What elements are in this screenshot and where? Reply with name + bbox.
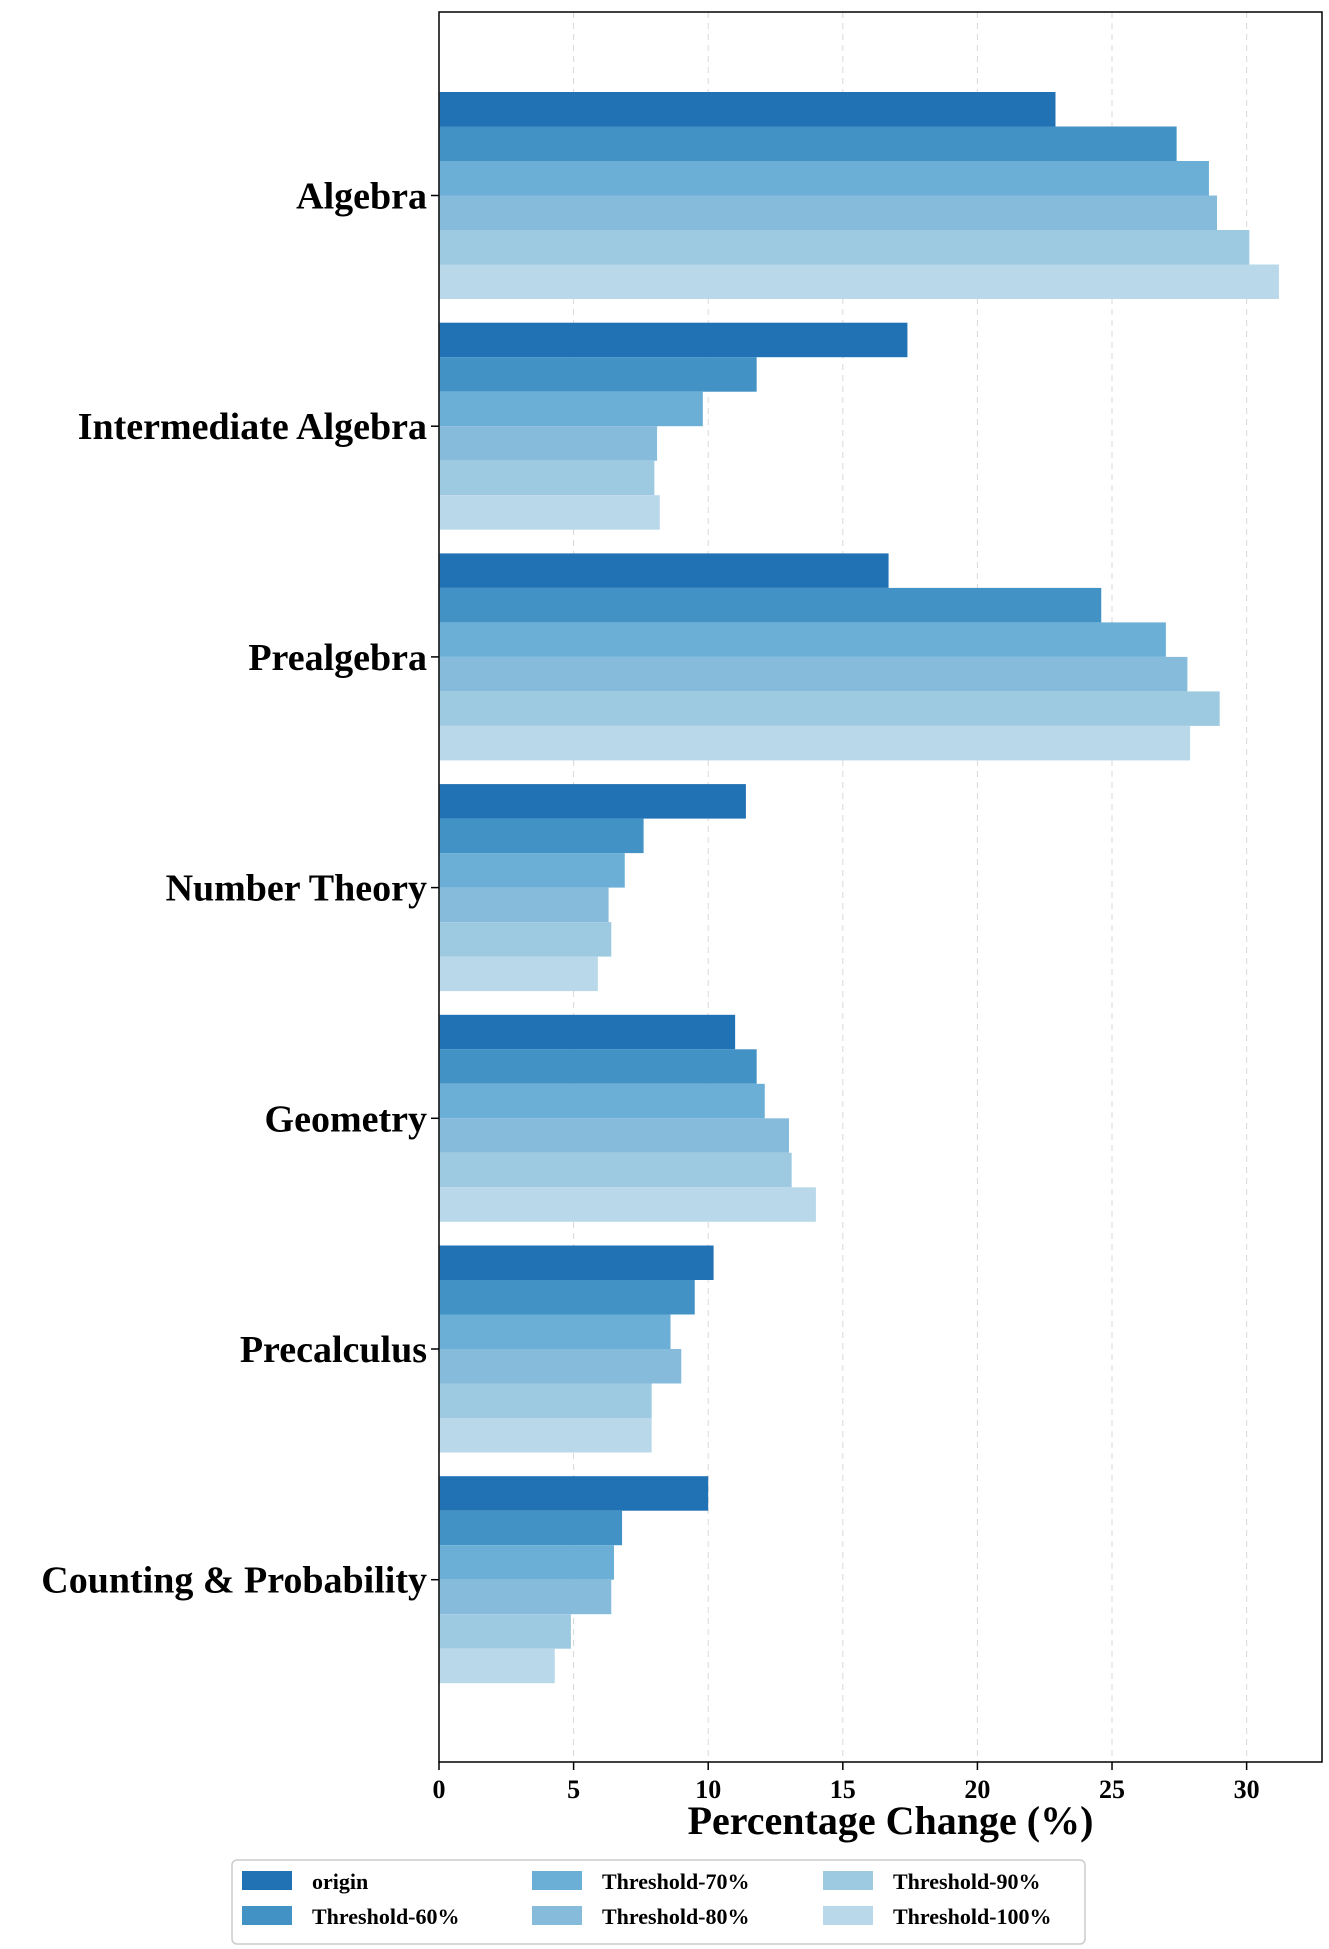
bar — [439, 656, 1188, 692]
bar — [439, 357, 757, 392]
bar — [439, 818, 644, 854]
bar — [439, 1280, 695, 1315]
bar — [439, 1383, 652, 1418]
x-axis-ticks: 0 5 10 15 20 25 30 — [433, 1762, 1260, 1804]
bar — [439, 1614, 571, 1649]
bar — [439, 1049, 757, 1084]
legend-label: Threshold-90% — [893, 1869, 1041, 1894]
bar — [439, 92, 1056, 127]
bar — [439, 1648, 555, 1684]
bar — [439, 956, 598, 992]
bar — [439, 1510, 623, 1546]
bar — [439, 1014, 736, 1050]
bar — [439, 426, 658, 461]
bar — [439, 622, 1166, 657]
bar — [439, 887, 609, 923]
legend-swatch — [242, 1871, 292, 1890]
x-tick-label: 20 — [964, 1775, 990, 1804]
legend-swatch — [242, 1906, 292, 1925]
bar — [439, 230, 1250, 265]
bar — [439, 1545, 614, 1580]
bar — [439, 126, 1177, 161]
x-tick-label: 30 — [1234, 1775, 1260, 1804]
bar — [439, 1418, 652, 1453]
legend-label: Threshold-80% — [602, 1904, 750, 1929]
bar — [439, 1245, 714, 1280]
category-label: Intermediate Algebra — [78, 406, 427, 448]
bar — [439, 922, 612, 957]
bar — [439, 1349, 682, 1384]
category-label: Precalculus — [240, 1329, 427, 1371]
category-label: Geometry — [265, 1098, 427, 1140]
x-tick-label: 5 — [567, 1775, 580, 1804]
bar — [439, 725, 1191, 761]
bar — [439, 495, 660, 530]
legend-label: origin — [312, 1869, 368, 1894]
x-tick-label: 25 — [1099, 1775, 1125, 1804]
bar — [439, 195, 1218, 230]
x-axis-title: Percentage Change (%) — [688, 1798, 1094, 1843]
bar — [439, 264, 1279, 299]
legend-label: Threshold-70% — [602, 1869, 750, 1894]
x-tick-label: 15 — [830, 1775, 856, 1804]
legend-swatch — [532, 1871, 582, 1890]
bar — [439, 784, 746, 819]
x-tick-label: 0 — [433, 1775, 446, 1804]
bar — [439, 391, 703, 427]
bar — [439, 161, 1209, 196]
bar — [439, 1314, 671, 1349]
bar — [439, 691, 1220, 726]
bar — [439, 1083, 765, 1119]
bar — [439, 1187, 816, 1222]
legend-label: Threshold-100% — [893, 1904, 1052, 1929]
legend-swatch — [823, 1906, 873, 1925]
bar — [439, 1476, 709, 1511]
bar — [439, 853, 625, 888]
legend-swatch — [532, 1906, 582, 1925]
bar — [439, 460, 655, 496]
legend-swatch — [823, 1871, 873, 1890]
bar — [439, 1152, 792, 1188]
category-label: Number Theory — [166, 868, 427, 910]
legend-label: Threshold-60% — [312, 1904, 460, 1929]
bar — [439, 322, 908, 358]
legend: origin Threshold-60% Threshold-70% Threshol… — [231, 1859, 1086, 1945]
bar — [439, 587, 1102, 623]
category-label: Prealgebra — [248, 637, 427, 679]
category-label: Algebra — [296, 176, 427, 218]
bar — [439, 553, 889, 588]
x-tick-label: 10 — [695, 1775, 721, 1804]
bar — [439, 1579, 612, 1615]
category-label: Counting & Probability — [41, 1560, 427, 1602]
y-axis-labels: Algebra Intermediate Algebra Prealgebra Num… — [41, 176, 439, 1602]
bar — [439, 1118, 789, 1153]
bars — [439, 92, 1279, 1684]
